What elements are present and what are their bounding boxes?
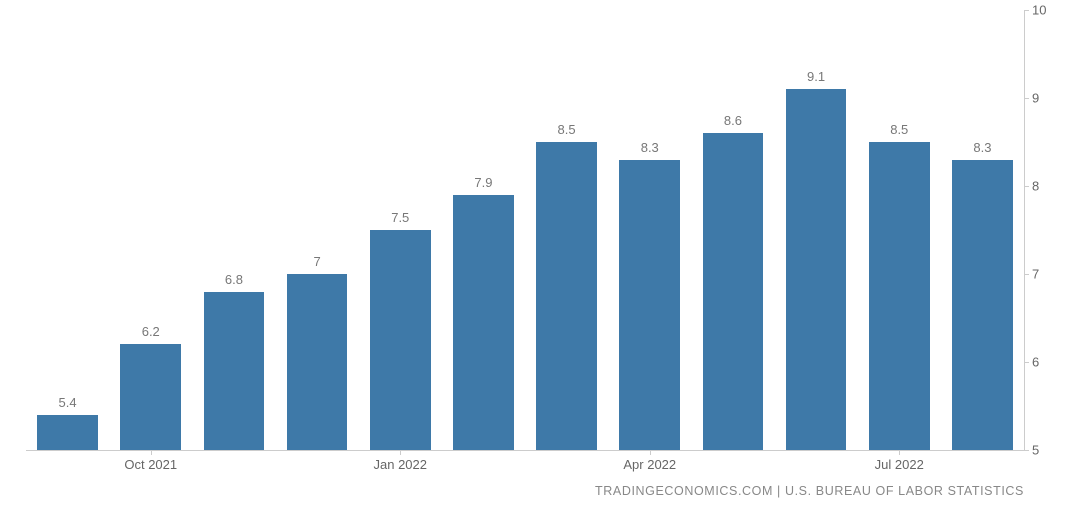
x-tick-label: Oct 2021: [124, 457, 177, 472]
bar: [536, 142, 597, 450]
bar: [786, 89, 847, 450]
y-tick-mark: [1024, 98, 1029, 99]
bar-value-label: 6.2: [142, 324, 160, 339]
y-tick-mark: [1024, 274, 1029, 275]
bar: [453, 195, 514, 450]
bar-value-label: 5.4: [59, 395, 77, 410]
x-tick-mark: [151, 450, 152, 455]
bar: [204, 292, 265, 450]
bar-value-label: 6.8: [225, 272, 243, 287]
bar: [37, 415, 98, 450]
y-tick-label: 9: [1032, 91, 1039, 106]
y-tick-label: 7: [1032, 267, 1039, 282]
x-tick-label: Jan 2022: [374, 457, 428, 472]
bar-value-label: 8.5: [558, 122, 576, 137]
x-tick-label: Apr 2022: [623, 457, 676, 472]
y-tick-label: 6: [1032, 355, 1039, 370]
bar-value-label: 9.1: [807, 69, 825, 84]
bar-value-label: 8.3: [973, 140, 991, 155]
source-label: TRADINGECONOMICS.COM | U.S. BUREAU OF LA…: [595, 484, 1024, 498]
x-tick-label: Jul 2022: [875, 457, 924, 472]
x-tick-mark: [400, 450, 401, 455]
bar-value-label: 7: [313, 254, 320, 269]
bar: [869, 142, 930, 450]
y-tick-label: 5: [1032, 443, 1039, 458]
chart-container: TRADINGECONOMICS.COM | U.S. BUREAU OF LA…: [0, 0, 1070, 512]
x-tick-mark: [650, 450, 651, 455]
x-tick-mark: [899, 450, 900, 455]
y-tick-mark: [1024, 186, 1029, 187]
bar-value-label: 7.9: [474, 175, 492, 190]
y-tick-mark: [1024, 450, 1029, 451]
y-tick-mark: [1024, 362, 1029, 363]
bar: [287, 274, 348, 450]
bar: [370, 230, 431, 450]
bar: [952, 160, 1013, 450]
bar: [619, 160, 680, 450]
bar: [120, 344, 181, 450]
bar-value-label: 8.6: [724, 113, 742, 128]
y-tick-label: 8: [1032, 179, 1039, 194]
plot-area: [26, 10, 1025, 451]
bar-value-label: 8.3: [641, 140, 659, 155]
bar-value-label: 7.5: [391, 210, 409, 225]
y-tick-mark: [1024, 10, 1029, 11]
y-tick-label: 10: [1032, 3, 1046, 18]
bar-value-label: 8.5: [890, 122, 908, 137]
bar: [703, 133, 764, 450]
